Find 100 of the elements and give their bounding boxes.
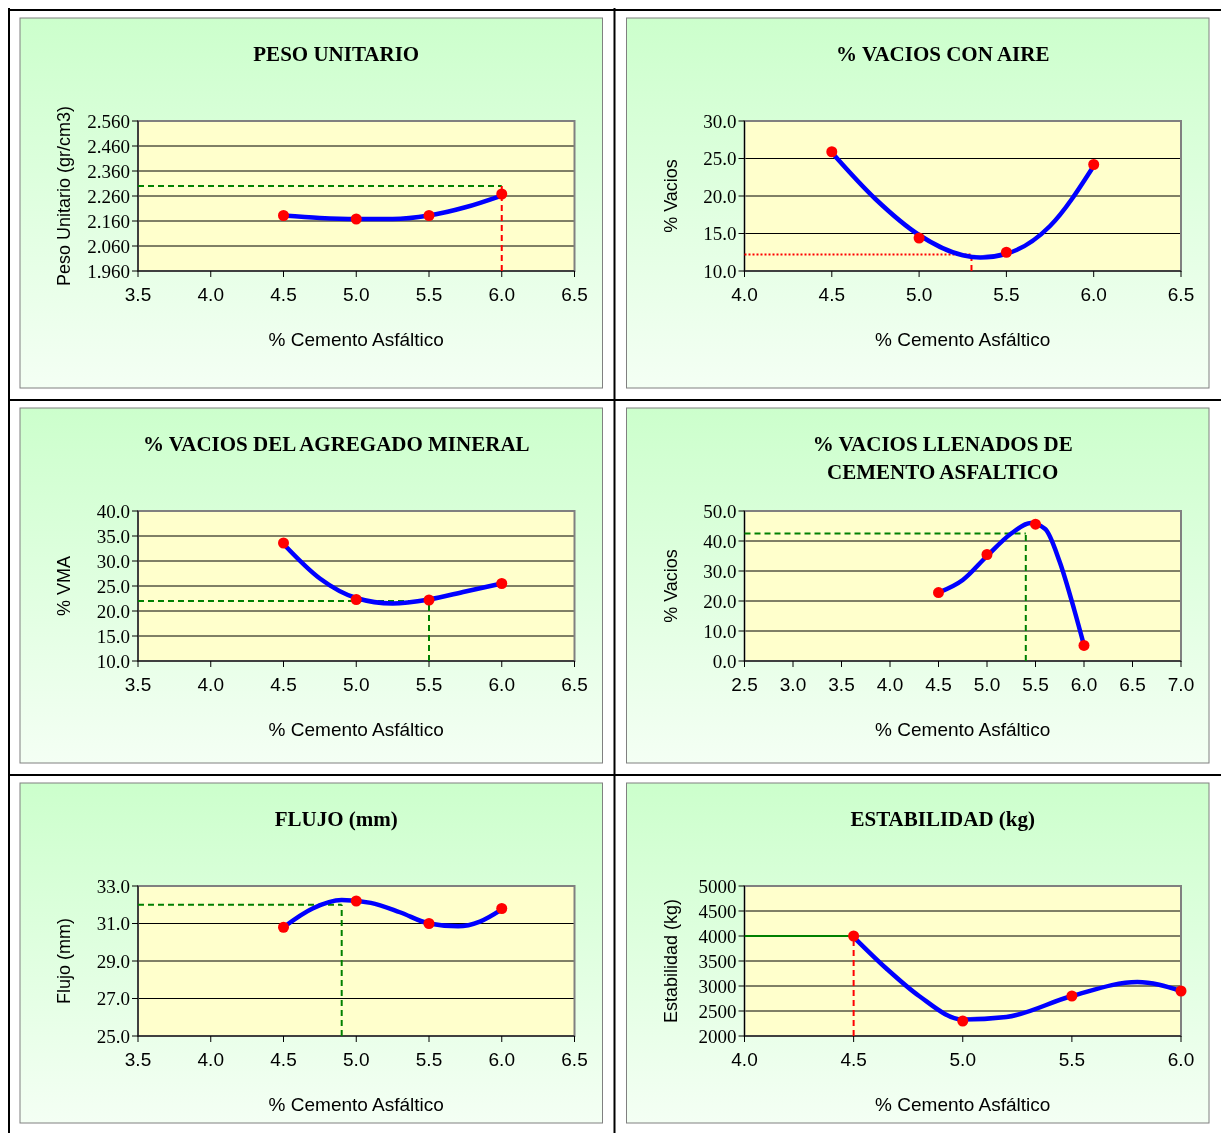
y-axis-title: % Vacios	[660, 549, 681, 623]
point	[1088, 159, 1100, 170]
x-tick-label: 6.0	[488, 284, 515, 305]
x-tick-label: 6.5	[561, 674, 588, 695]
y-tick-label: 2.460	[87, 135, 130, 157]
point	[350, 594, 362, 605]
y-tick-label: 15.0	[703, 223, 737, 245]
point	[913, 232, 925, 244]
y-tick-label: 35.0	[96, 525, 130, 547]
x-tick-label: 4.0	[197, 1049, 224, 1070]
y-tick-label: 33.0	[96, 875, 130, 897]
x-tick-label: 3.5	[828, 674, 855, 695]
y-axis-title: Flujo (mm)	[54, 918, 74, 1004]
point	[423, 594, 435, 606]
y-tick-label: 10.0	[96, 650, 130, 672]
chart-title: ESTABILIDAD (kg)	[850, 807, 1036, 831]
x-tick-label: 6.0	[1070, 674, 1098, 695]
x-axis-title: % Cemento Asfáltico	[268, 329, 444, 350]
y-tick-label: 25.0	[96, 1025, 130, 1047]
point	[496, 903, 508, 914]
y-tick-label: 15.0	[96, 625, 130, 647]
y-tick-label: 31.0	[96, 913, 130, 935]
x-tick-label: 4.0	[197, 674, 224, 695]
y-tick-label: 30.0	[96, 550, 130, 572]
point	[278, 921, 289, 933]
x-axis-title: % Cemento Asfáltico	[268, 1094, 444, 1115]
y-tick-label: 50.0	[703, 500, 737, 522]
x-tick-label: 5.0	[973, 674, 1001, 695]
y-tick-label: 30.0	[703, 560, 737, 582]
x-axis-title: % Cemento Asfáltico	[875, 1094, 1051, 1115]
y-tick-label: 25.0	[96, 575, 130, 597]
y-tick-label: 20.0	[703, 590, 737, 612]
chart-title: % VACIOS LLENADOS DE CEMENTO ASFALTICO	[812, 432, 1073, 484]
x-tick-label: 4.5	[818, 284, 846, 305]
x-tick-label: 5.0	[343, 284, 370, 305]
y-tick-label: 10.0	[703, 620, 737, 642]
chart-title: % VACIOS CON AIRE	[836, 42, 1050, 66]
x-tick-label: 3.0	[779, 674, 807, 695]
y-tick-label: 10.0	[703, 260, 737, 282]
x-tick-label: 6.0	[1167, 1049, 1195, 1070]
point	[496, 578, 508, 589]
point	[933, 587, 944, 599]
point	[350, 213, 362, 225]
point	[1175, 985, 1187, 997]
chart-title: % VACIOS DEL AGREGADO MINERAL	[142, 432, 530, 456]
y-axis-title: Peso Unitario (gr/cm3)	[54, 105, 74, 287]
point	[350, 895, 362, 907]
x-tick-label: 6.0	[488, 674, 515, 695]
x-axis-title: % Cemento Asfáltico	[268, 719, 444, 740]
x-tick-label: 4.5	[925, 674, 952, 695]
x-tick-label: 4.5	[270, 674, 297, 695]
y-tick-label: 2.360	[87, 160, 130, 182]
x-tick-label: 5.0	[343, 674, 370, 695]
x-tick-label: 3.5	[124, 284, 152, 305]
x-tick-label: 5.0	[905, 284, 933, 305]
point	[826, 146, 838, 158]
y-tick-label: 2.060	[87, 235, 130, 257]
point	[848, 930, 860, 942]
point	[1030, 518, 1041, 530]
point	[278, 210, 289, 221]
y-tick-label: 3000	[698, 975, 737, 997]
y-tick-label: 4500	[698, 900, 737, 922]
y-axis-title: % VMA	[54, 555, 74, 617]
x-tick-label: 6.5	[1167, 284, 1195, 305]
x-tick-label: 6.0	[488, 1049, 515, 1070]
y-tick-label: 20.0	[96, 600, 130, 622]
y-tick-label: 4000	[698, 925, 737, 947]
x-tick-label: 3.5	[124, 1049, 152, 1070]
y-tick-label: 2.560	[87, 110, 130, 132]
chart-title: FLUJO (mm)	[274, 807, 398, 831]
x-tick-label: 6.0	[1080, 284, 1107, 305]
x-tick-label: 4.0	[731, 284, 758, 305]
y-tick-label: 5000	[698, 875, 737, 897]
y-tick-label: 40.0	[96, 500, 130, 522]
y-tick-label: 20.0	[703, 185, 737, 207]
point	[423, 918, 435, 929]
point	[1078, 639, 1090, 651]
y-tick-label: 40.0	[703, 530, 737, 552]
x-tick-label: 5.5	[1022, 674, 1049, 695]
x-tick-label: 4.0	[197, 284, 224, 305]
y-tick-label: 2000	[698, 1025, 737, 1047]
y-tick-label: 0.0	[712, 650, 737, 672]
point	[1066, 990, 1078, 1002]
point	[278, 537, 289, 549]
x-tick-label: 5.5	[993, 284, 1020, 305]
x-tick-label: 6.5	[1119, 674, 1146, 695]
y-tick-label: 25.0	[703, 148, 737, 170]
point	[423, 210, 435, 221]
y-axis-title: Estabilidad (kg)	[660, 898, 681, 1024]
point	[957, 1015, 969, 1027]
x-tick-label: 5.5	[1058, 1049, 1086, 1070]
y-tick-label: 1.960	[87, 260, 130, 282]
x-tick-label: 4.0	[731, 1049, 758, 1070]
x-tick-label: 4.5	[270, 284, 297, 305]
y-tick-label: 2500	[698, 1000, 737, 1022]
x-axis-title: % Cemento Asfáltico	[875, 719, 1051, 740]
y-tick-label: 2.260	[87, 185, 130, 207]
x-tick-label: 6.5	[561, 1049, 588, 1070]
x-tick-label: 7.0	[1167, 674, 1195, 695]
y-tick-label: 27.0	[96, 988, 130, 1010]
